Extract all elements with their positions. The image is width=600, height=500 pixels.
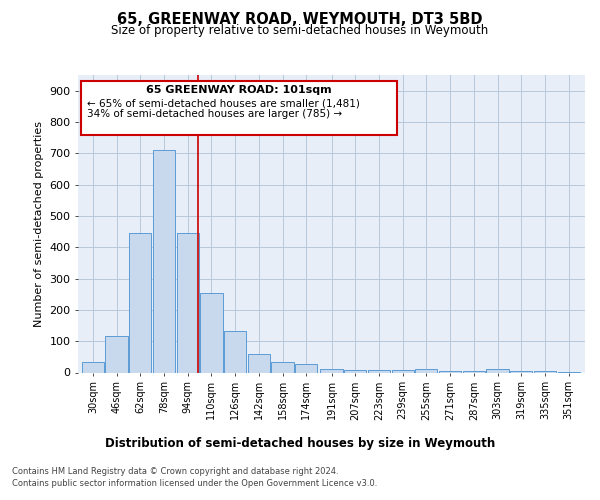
- Bar: [295, 364, 317, 372]
- Bar: [271, 362, 293, 372]
- Text: ← 65% of semi-detached houses are smaller (1,481): ← 65% of semi-detached houses are smalle…: [87, 98, 360, 108]
- Bar: [487, 370, 509, 372]
- Bar: [344, 370, 367, 372]
- Text: 65 GREENWAY ROAD: 101sqm: 65 GREENWAY ROAD: 101sqm: [146, 85, 332, 95]
- Bar: [392, 370, 414, 372]
- Bar: [200, 294, 223, 372]
- Bar: [129, 233, 151, 372]
- Text: Contains public sector information licensed under the Open Government Licence v3: Contains public sector information licen…: [12, 479, 377, 488]
- Bar: [82, 362, 104, 372]
- Bar: [463, 371, 485, 372]
- FancyBboxPatch shape: [81, 82, 397, 134]
- Bar: [248, 354, 270, 372]
- Bar: [224, 331, 246, 372]
- Y-axis label: Number of semi-detached properties: Number of semi-detached properties: [34, 120, 44, 327]
- Bar: [368, 370, 390, 372]
- Bar: [176, 233, 199, 372]
- Text: Size of property relative to semi-detached houses in Weymouth: Size of property relative to semi-detach…: [112, 24, 488, 37]
- Bar: [510, 371, 532, 372]
- Bar: [439, 371, 461, 372]
- Bar: [320, 370, 343, 372]
- Text: Contains HM Land Registry data © Crown copyright and database right 2024.: Contains HM Land Registry data © Crown c…: [12, 468, 338, 476]
- Bar: [534, 371, 556, 372]
- Bar: [106, 336, 128, 372]
- Text: Distribution of semi-detached houses by size in Weymouth: Distribution of semi-detached houses by …: [105, 438, 495, 450]
- Text: 65, GREENWAY ROAD, WEYMOUTH, DT3 5BD: 65, GREENWAY ROAD, WEYMOUTH, DT3 5BD: [117, 12, 483, 28]
- Bar: [153, 150, 175, 372]
- Bar: [415, 370, 437, 372]
- Text: 34% of semi-detached houses are larger (785) →: 34% of semi-detached houses are larger (…: [87, 109, 342, 119]
